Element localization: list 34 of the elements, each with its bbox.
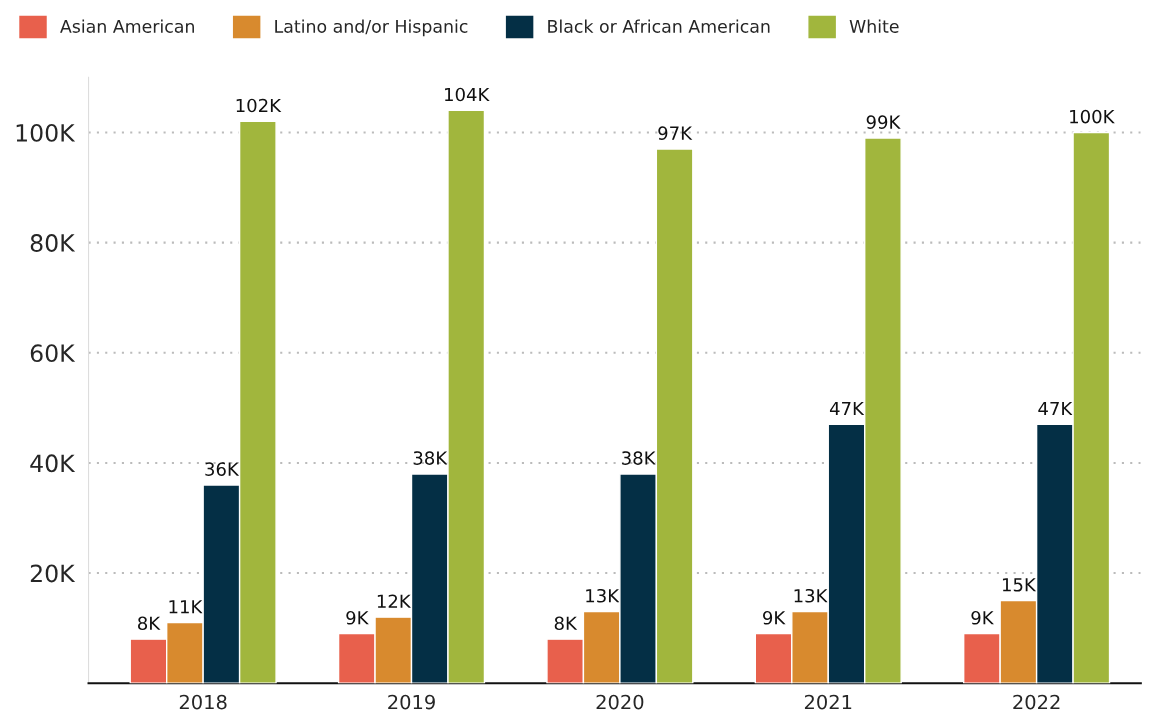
- data-label: 11K: [169, 600, 203, 614]
- legend-label: Latino and/or Hispanic: [275, 19, 468, 37]
- data-label: 102K: [236, 98, 282, 113]
- data-label: 13K: [586, 588, 620, 603]
- x-tick-label: 2021: [804, 694, 852, 710]
- x-tick-label: 2018: [179, 694, 227, 710]
- y-tick-label: 60K: [30, 344, 76, 363]
- data-label: 12K: [377, 594, 412, 608]
- x-tick-label: 2022: [1013, 694, 1060, 710]
- data-label: 38K: [413, 451, 448, 465]
- y-tick-label: 100K: [16, 123, 76, 142]
- data-label: 9K: [763, 610, 786, 625]
- data-label: 13K: [794, 588, 828, 603]
- data-label: 9K: [346, 610, 369, 625]
- x-tick-label: 2020: [596, 694, 644, 710]
- data-label: 15K: [1002, 578, 1037, 592]
- data-label: 38K: [622, 451, 656, 465]
- legend-label: Asian American: [60, 19, 194, 33]
- y-tick-label: 20K: [30, 564, 76, 583]
- data-label: 47K: [829, 401, 865, 416]
- data-label: 99K: [866, 115, 901, 129]
- data-label: 9K: [971, 610, 994, 625]
- data-label: 100K: [1070, 109, 1115, 124]
- data-label: 8K: [554, 616, 578, 631]
- data-label: 47K: [1038, 401, 1073, 416]
- legend-label: White: [849, 19, 899, 33]
- data-label: 104K: [445, 87, 490, 102]
- data-label: 8K: [138, 616, 161, 631]
- y-tick-label: 80K: [30, 234, 76, 252]
- legend-label: Black or African American: [548, 19, 770, 33]
- x-tick-label: 2019: [388, 694, 435, 710]
- y-tick-label: 40K: [30, 454, 76, 473]
- data-label: 97K: [658, 126, 693, 140]
- data-label: 36K: [205, 462, 240, 476]
